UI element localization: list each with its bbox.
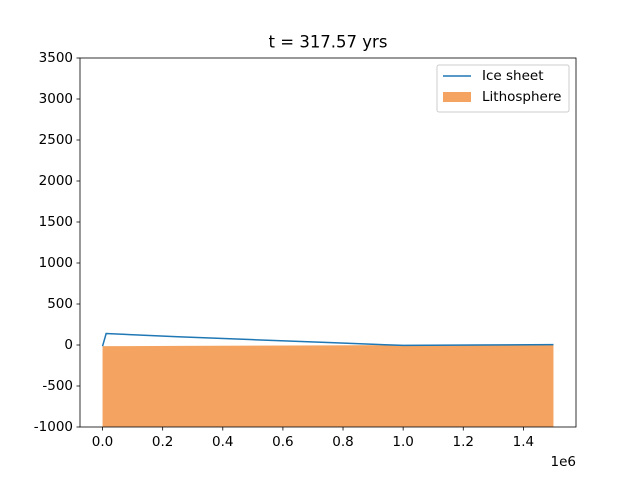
y-tick-label: -1000	[34, 419, 73, 435]
legend-label: Ice sheet	[482, 68, 544, 84]
x-tick-label: 0.2	[152, 434, 173, 450]
x-tick-label: 1.0	[392, 434, 413, 450]
x-tick-label: 1.4	[513, 434, 534, 450]
y-tick-label: 3000	[39, 91, 73, 107]
x-tick-label: 0.8	[332, 434, 353, 450]
y-tick-label: 3500	[39, 50, 73, 66]
x-tick-label: 1.2	[453, 434, 474, 450]
axes-frame	[79, 57, 577, 428]
y-tick-label: 1000	[39, 255, 73, 271]
y-tick-label: 0	[64, 337, 73, 353]
y-tick-label: 2000	[39, 173, 73, 189]
x-tick-label: 0.4	[212, 434, 233, 450]
y-tick-label: 2500	[39, 132, 73, 148]
y-tick-label: 1500	[39, 214, 73, 230]
chart-title: t = 317.57 yrs	[269, 33, 388, 52]
x-offset-label: 1e6	[551, 454, 576, 470]
x-tick-label: 0.6	[272, 434, 293, 450]
area	[102, 345, 554, 427]
legend-label: Lithosphere	[482, 89, 561, 105]
y-tick-label: 500	[47, 296, 73, 312]
line	[101, 332, 554, 347]
legend-swatch	[443, 92, 471, 102]
y-tick-label: -500	[42, 378, 73, 394]
x-tick-label: 0.0	[92, 434, 113, 450]
